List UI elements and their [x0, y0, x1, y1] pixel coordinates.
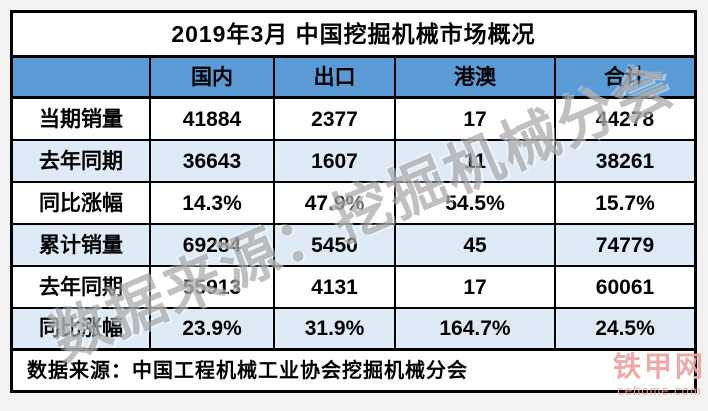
column-header-hk-macau: 港澳 — [396, 58, 556, 99]
table-cell: 5450 — [275, 225, 396, 267]
table-title: 2019年3月 中国挖掘机械市场概况 — [13, 13, 694, 58]
table-cell: 17 — [396, 267, 556, 309]
table-cell: 1607 — [275, 141, 396, 183]
table-cell: 23.9% — [151, 309, 275, 351]
table-cell: 55913 — [151, 267, 275, 309]
table-cell: 11 — [396, 141, 556, 183]
table-cell: 54.5% — [396, 183, 556, 225]
table-cell: 69284 — [151, 225, 275, 267]
data-source-note: 数据来源：中国工程机械工业协会挖掘机械分会 — [27, 359, 468, 382]
table-cell: 24.5% — [556, 309, 694, 351]
table-cell: 60061 — [556, 267, 694, 309]
table-cell: 44278 — [556, 99, 694, 141]
table-cell: 14.3% — [151, 183, 275, 225]
column-header-total: 合计 — [556, 58, 694, 99]
table-cell: 31.9% — [275, 309, 396, 351]
table-cell: 41884 — [151, 99, 275, 141]
row-label: 同比涨幅 — [13, 183, 151, 225]
row-label: 去年同期 — [13, 267, 151, 309]
table-cell: 45 — [396, 225, 556, 267]
table-cell: 2377 — [275, 99, 396, 141]
table-cell: 74779 — [556, 225, 694, 267]
market-overview-table: 2019年3月 中国挖掘机械市场概况 国内 出口 港澳 合计 当期销量 4188… — [10, 10, 697, 393]
table-cell: 164.7% — [396, 309, 556, 351]
row-label: 当期销量 — [13, 99, 151, 141]
table-cell: 17 — [396, 99, 556, 141]
table-cell: 36643 — [151, 141, 275, 183]
table-cell: 4131 — [275, 267, 396, 309]
table-cell: 47.9% — [275, 183, 396, 225]
row-label: 去年同期 — [13, 141, 151, 183]
row-label: 同比涨幅 — [13, 309, 151, 351]
table-cell: 38261 — [556, 141, 694, 183]
row-label: 累计销量 — [13, 225, 151, 267]
column-header-empty — [13, 58, 151, 99]
column-header-domestic: 国内 — [151, 58, 275, 99]
column-header-export: 出口 — [275, 58, 396, 99]
table-cell: 15.7% — [556, 183, 694, 225]
